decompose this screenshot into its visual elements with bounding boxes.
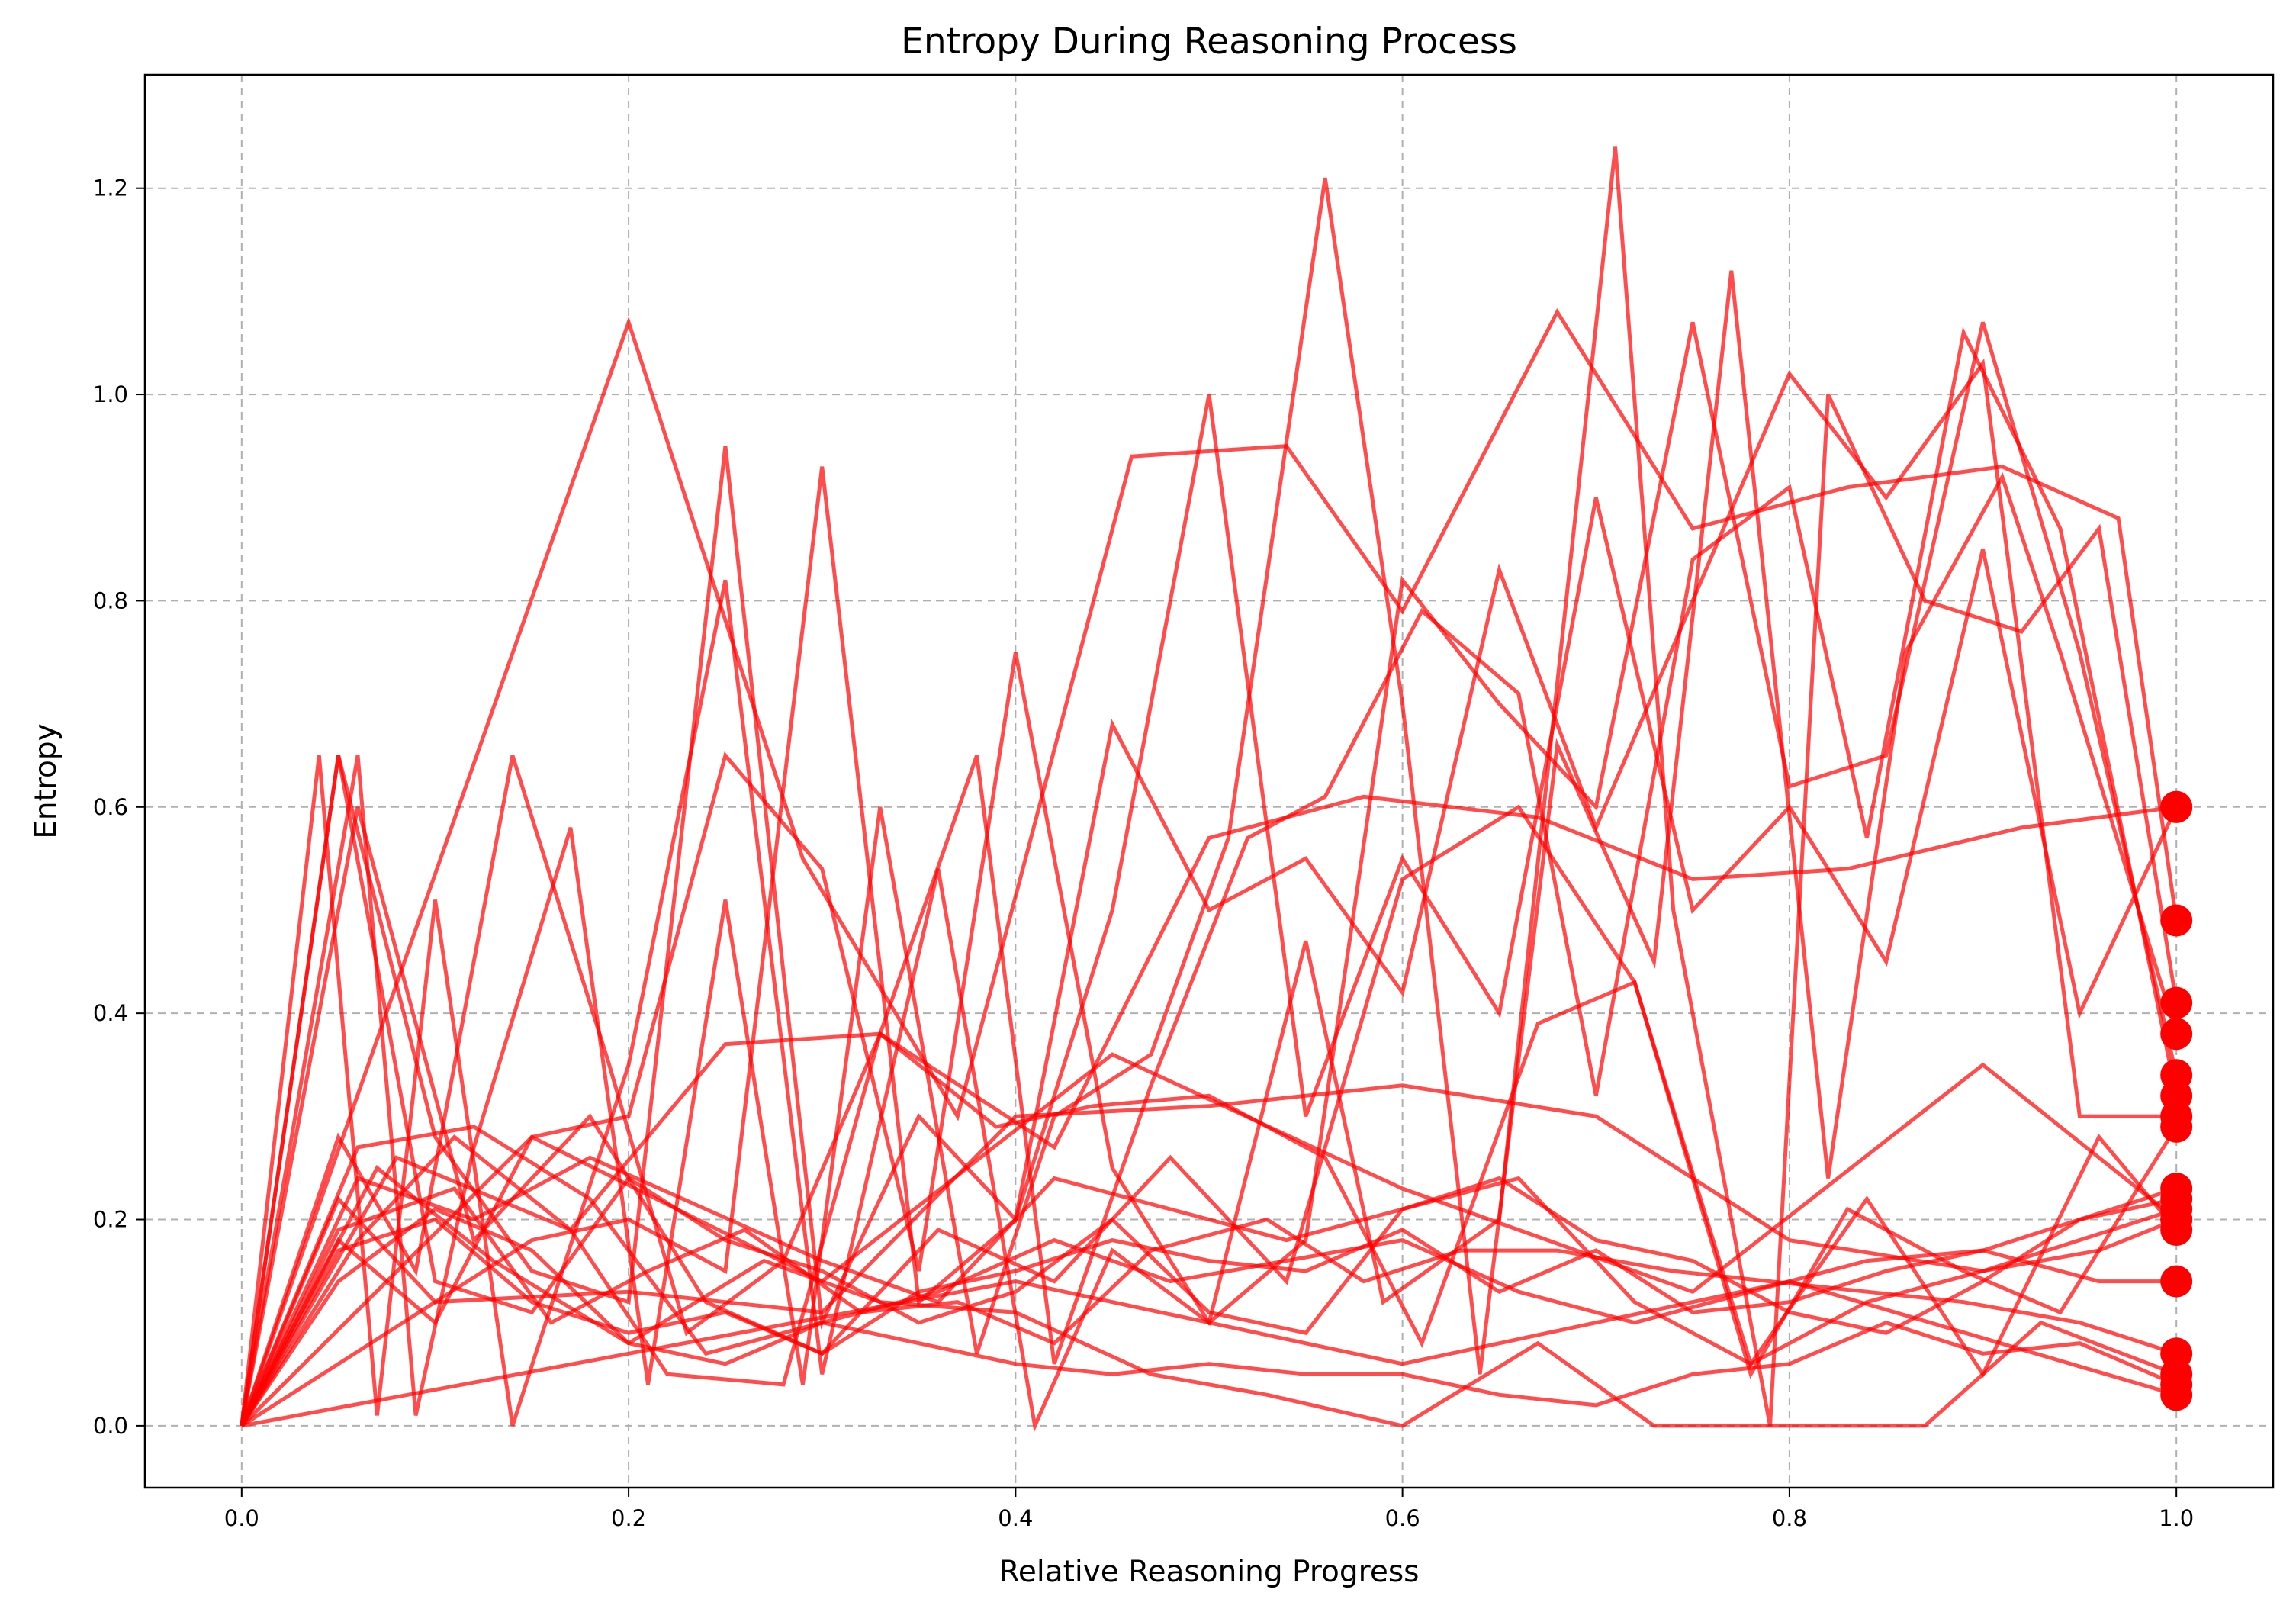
- series-line-7: [240, 358, 2177, 1427]
- x-tick-label: 0.4: [998, 1505, 1033, 1531]
- y-tick-label: 0.6: [93, 794, 128, 820]
- end-marker-10: [2160, 1265, 2193, 1298]
- end-marker-12: [2160, 1337, 2193, 1370]
- series-lines: [240, 146, 2179, 1433]
- end-marker-3: [2160, 986, 2193, 1019]
- chart-title: Entropy During Reasoning Process: [901, 21, 1517, 63]
- series-line-9: [240, 1197, 2177, 1427]
- end-marker-20: [2160, 1214, 2193, 1247]
- series-line-2: [240, 307, 2179, 1427]
- y-tick-label: 1.0: [93, 381, 128, 407]
- series-line-10: [240, 1125, 2177, 1427]
- y-tick-label: 0.0: [93, 1413, 128, 1439]
- series-line-14: [241, 1279, 2177, 1428]
- series-line-20: [240, 804, 2179, 1427]
- x-tick-label: 0.8: [1772, 1505, 1807, 1531]
- series-line-18: [240, 1083, 2177, 1428]
- series-line-13: [240, 1207, 2178, 1427]
- axis-ticks: 0.0 0.2 0.4 0.6 0.8 1.0 0.0 0.2 0.4 0.6 0.8 1.0 1.2: [93, 175, 2194, 1531]
- series-line-11: [240, 1165, 2178, 1428]
- x-tick-label: 0.0: [224, 1505, 259, 1531]
- x-tick-label: 0.2: [611, 1505, 646, 1531]
- y-tick-label: 0.2: [93, 1207, 128, 1233]
- end-marker-4: [2160, 1018, 2193, 1051]
- end-marker-19: [2160, 1172, 2193, 1205]
- y-axis-label: Entropy: [29, 723, 63, 839]
- end-marker-16: [2160, 790, 2193, 823]
- series-line-6: [240, 327, 2179, 1427]
- y-tick-label: 0.4: [93, 1000, 128, 1026]
- x-tick-label: 1.0: [2159, 1505, 2194, 1531]
- end-markers: [2160, 790, 2193, 1411]
- series-line-16: [240, 794, 2177, 1427]
- x-axis-label: Relative Reasoning Progress: [999, 1555, 1420, 1589]
- plot-frame: [143, 73, 2275, 1489]
- y-tick-label: 0.8: [93, 587, 128, 613]
- end-marker-8: [2160, 1110, 2193, 1143]
- x-tick-label: 0.6: [1385, 1505, 1420, 1531]
- series-line-4: [240, 177, 2179, 1427]
- series-line-12: [240, 1186, 2177, 1427]
- series-line-17: [240, 1155, 2178, 1427]
- end-marker-2: [2160, 904, 2193, 937]
- y-tick-label: 1.2: [93, 175, 128, 201]
- series-line-19: [240, 755, 2177, 1427]
- end-marker-14: [2160, 1379, 2193, 1411]
